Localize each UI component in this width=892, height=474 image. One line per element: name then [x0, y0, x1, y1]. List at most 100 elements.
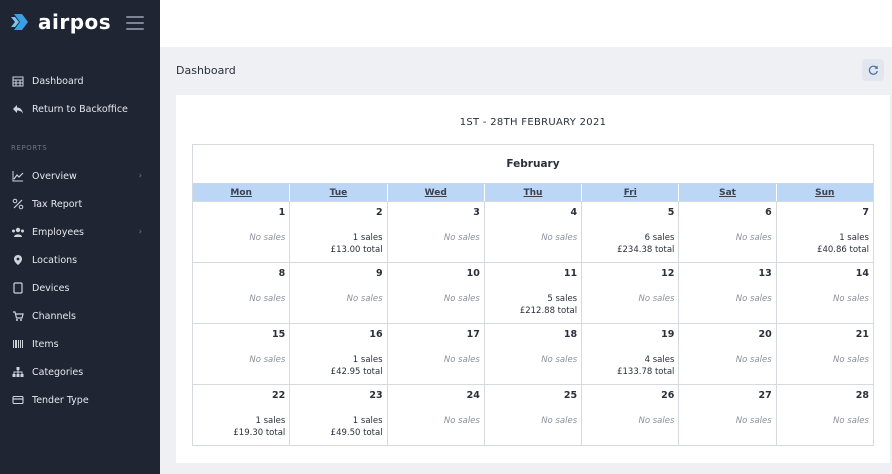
sidebar-reports-nav: Overview › Tax Report Employees › Locati… — [0, 162, 160, 414]
day-sales-total: £40.86 total — [817, 245, 869, 255]
calendar-day-cell[interactable]: 10 No sales — [388, 263, 485, 323]
sidebar-item-devices[interactable]: Devices — [0, 274, 160, 302]
brand[interactable]: airpos — [10, 10, 111, 34]
calendar-day-cell[interactable]: 7 1 sales £40.86 total — [777, 202, 873, 262]
calendar-day-cell[interactable]: 16 1 sales £42.95 total — [290, 324, 388, 384]
weekday-sat[interactable]: Sat — [679, 184, 777, 201]
day-number: 16 — [369, 329, 383, 340]
no-sales-label: No sales — [443, 233, 480, 243]
sidebar-item-categories[interactable]: Categories — [0, 358, 160, 386]
sidebar-item-locations[interactable]: Locations — [0, 246, 160, 274]
no-sales-label: No sales — [249, 233, 286, 243]
chevron-right-icon: › — [138, 171, 142, 180]
sidebar-top-nav: Dashboard Return to Backoffice — [0, 67, 160, 123]
day-number: 18 — [563, 329, 578, 340]
calendar-day-cell[interactable]: 20 No sales — [679, 324, 777, 384]
calendar-day-cell[interactable]: 18 No sales — [485, 324, 583, 384]
calendar-day-cell[interactable]: 14 No sales — [777, 263, 873, 323]
no-sales-label: No sales — [735, 416, 772, 426]
calendar-day-cell[interactable]: 1 No sales — [193, 202, 291, 262]
sidebar: airpos Dashboard Return to Backoffice RE… — [0, 0, 160, 474]
calendar-day-cell[interactable]: 6 No sales — [679, 202, 777, 262]
calendar-day-cell[interactable]: 9 No sales — [290, 263, 388, 323]
calendar-day-cell[interactable]: 24 No sales — [388, 385, 485, 445]
sidebar-item-label: Items — [32, 338, 59, 350]
sidebar-item-dashboard[interactable]: Dashboard — [0, 67, 160, 95]
no-sales-label: No sales — [443, 355, 480, 365]
weekday-thu[interactable]: Thu — [485, 184, 583, 201]
calendar-day-cell[interactable]: 22 1 sales £19.30 total — [193, 385, 291, 445]
sidebar-item-employees[interactable]: Employees › — [0, 218, 160, 246]
no-sales-label: No sales — [833, 294, 869, 304]
calendar-day-cell[interactable]: 23 1 sales £49.50 total — [290, 385, 388, 445]
sidebar-item-return-backoffice[interactable]: Return to Backoffice — [0, 95, 160, 123]
calendar-week-row: 22 1 sales £19.30 total 23 1 sales £49.50 tot… — [193, 384, 873, 445]
calendar-day-cell[interactable]: 21 No sales — [777, 324, 873, 384]
sidebar-item-channels[interactable]: Channels — [0, 302, 160, 330]
reply-arrow-icon — [11, 102, 25, 116]
refresh-icon — [868, 65, 878, 75]
calendar-day-cell[interactable]: 11 5 sales £212.88 total — [485, 263, 583, 323]
day-number: 22 — [272, 390, 286, 401]
day-sales-count: 4 sales — [644, 355, 675, 365]
day-number: 13 — [758, 268, 772, 279]
no-sales-label: No sales — [541, 355, 578, 365]
calendar-day-cell[interactable]: 12 No sales — [582, 263, 680, 323]
sidebar-item-label: Overview — [32, 170, 77, 182]
page-title: Dashboard — [176, 64, 236, 77]
calendar-day-cell[interactable]: 5 6 sales £234.38 total — [582, 202, 680, 262]
calendar-day-cell[interactable]: 2 1 sales £13.00 total — [290, 202, 388, 262]
refresh-button[interactable] — [862, 59, 884, 81]
day-sales-total: £19.30 total — [233, 428, 286, 438]
sidebar-item-label: Tender Type — [32, 394, 89, 406]
day-number: 19 — [661, 329, 675, 340]
day-number: 9 — [375, 268, 383, 279]
day-sales-count: 1 sales — [352, 416, 383, 426]
calendar-day-cell[interactable]: 27 No sales — [679, 385, 777, 445]
day-number: 8 — [278, 268, 286, 279]
day-sales-total: £42.95 total — [330, 367, 383, 377]
day-number: 25 — [563, 390, 578, 401]
weekday-fri[interactable]: Fri — [582, 184, 680, 201]
calendar-day-cell[interactable]: 28 No sales — [777, 385, 873, 445]
day-number: 7 — [862, 207, 869, 218]
calendar-day-cell[interactable]: 3 No sales — [388, 202, 485, 262]
day-number: 3 — [473, 207, 480, 218]
weekday-tue[interactable]: Tue — [290, 184, 388, 201]
calendar-day-cell[interactable]: 8 No sales — [193, 263, 291, 323]
weekday-wed[interactable]: Wed — [388, 184, 485, 201]
calendar-weeks: 1 No sales 2 1 sales £13.00 total 3 No sales 4 N… — [193, 201, 873, 445]
credit-card-icon — [11, 393, 25, 407]
day-number: 15 — [272, 329, 286, 340]
sidebar-item-overview[interactable]: Overview › — [0, 162, 160, 190]
day-sales-total: £133.78 total — [617, 367, 675, 377]
calendar-day-cell[interactable]: 4 No sales — [485, 202, 583, 262]
calendar-day-cell[interactable]: 15 No sales — [193, 324, 291, 384]
day-sales-count: 1 sales — [352, 233, 383, 243]
no-sales-label: No sales — [346, 294, 383, 304]
weekday-mon[interactable]: Mon — [193, 184, 291, 201]
cart-icon — [11, 309, 25, 323]
calendar-day-cell[interactable]: 13 No sales — [679, 263, 777, 323]
percent-icon — [11, 197, 25, 211]
menu-toggle-icon[interactable] — [126, 16, 144, 30]
day-number: 24 — [466, 390, 480, 401]
day-number: 10 — [466, 268, 480, 279]
weekday-header: Mon Tue Wed Thu Fri Sat Sun — [193, 183, 873, 201]
calendar-day-cell[interactable]: 25 No sales — [485, 385, 583, 445]
day-number: 17 — [466, 329, 480, 340]
calendar-week-row: 1 No sales 2 1 sales £13.00 total 3 No sales 4 N… — [193, 201, 873, 262]
weekday-sun[interactable]: Sun — [815, 188, 835, 198]
day-number: 11 — [563, 268, 578, 279]
sidebar-item-items[interactable]: Items — [0, 330, 160, 358]
calendar-day-cell[interactable]: 19 4 sales £133.78 total — [582, 324, 680, 384]
sidebar-item-tax-report[interactable]: Tax Report — [0, 190, 160, 218]
calendar-day-cell[interactable]: 26 No sales — [582, 385, 680, 445]
day-number: 23 — [369, 390, 383, 401]
users-icon — [11, 225, 25, 239]
day-number: 26 — [661, 390, 675, 401]
no-sales-label: No sales — [638, 416, 675, 426]
calendar-day-cell[interactable]: 17 No sales — [388, 324, 485, 384]
day-number: 4 — [570, 207, 578, 218]
sidebar-item-tender-type[interactable]: Tender Type — [0, 386, 160, 414]
